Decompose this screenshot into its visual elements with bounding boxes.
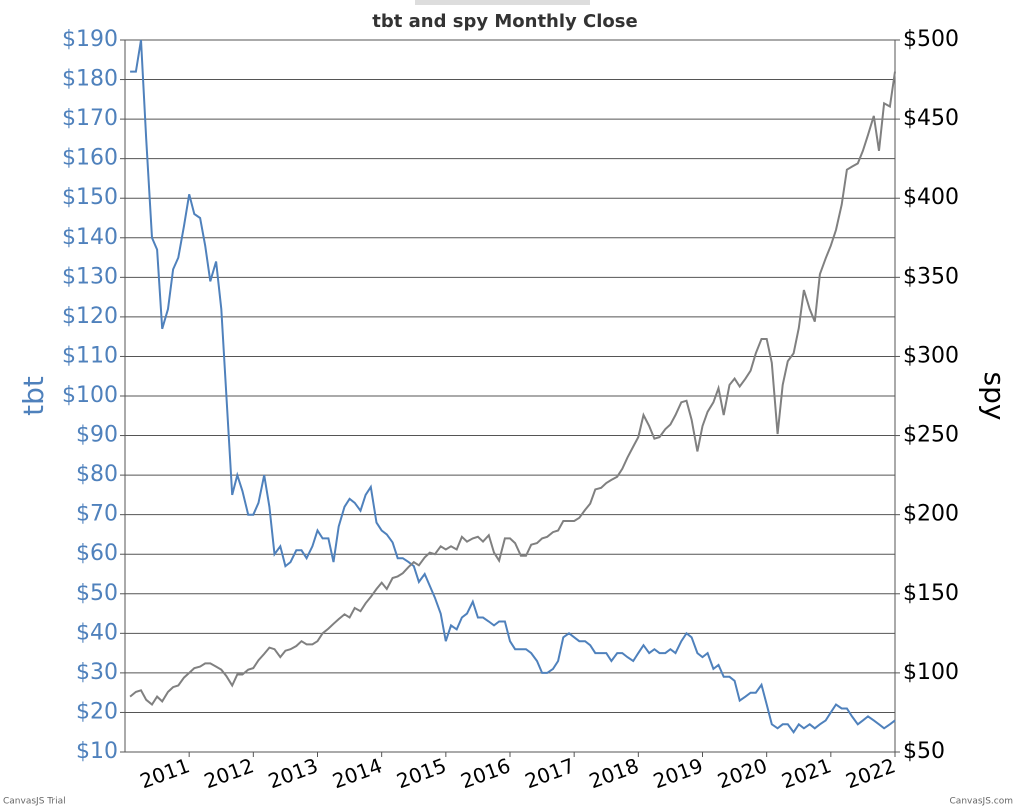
y2-tick-label: $300 — [903, 343, 959, 368]
y2-tick-label: $100 — [903, 660, 959, 685]
y-tick-label: $20 — [76, 699, 118, 724]
chart-title: tbt and spy Monthly Close — [372, 11, 637, 32]
y-tick-label: $160 — [62, 146, 118, 171]
x-tick-label: 2012 — [201, 753, 257, 793]
y-tick-label: $80 — [76, 462, 118, 487]
x-tick-label: 2011 — [137, 753, 193, 793]
title-bar — [415, 0, 590, 5]
y2-tick-label: $150 — [903, 581, 959, 606]
y-tick-label: $30 — [76, 660, 118, 685]
y-tick-label: $180 — [62, 67, 118, 92]
x-tick-label: 2017 — [522, 753, 578, 793]
x-tick-label: 2021 — [778, 753, 834, 793]
y2-tick-label: $250 — [903, 423, 959, 448]
y-tick-label: $70 — [76, 502, 118, 527]
x-tick-label: 2020 — [714, 753, 770, 793]
y2-tick-label: $400 — [903, 185, 959, 210]
y2-tick-label: $450 — [903, 106, 959, 131]
y-tick-label: $170 — [62, 106, 118, 131]
x-tick-label: 2016 — [458, 753, 514, 793]
y2-tick-label: $50 — [903, 739, 945, 764]
y-tick-label: $140 — [62, 225, 118, 250]
y-tick-label: $120 — [62, 304, 118, 329]
y2-axis-title: spy — [978, 372, 1011, 421]
x-tick-label: 2015 — [393, 753, 449, 793]
series-line — [129, 71, 896, 706]
y2-tick-label: $500 — [903, 27, 959, 52]
y-tick-label: $50 — [76, 581, 118, 606]
credit: CanvasJS Trial — [3, 797, 66, 807]
y-tick-label: $10 — [76, 739, 118, 764]
y-tick-label: $100 — [62, 383, 118, 408]
y-tick-label: $110 — [62, 343, 118, 368]
y-tick-label: $190 — [62, 27, 118, 52]
y2-tick-label: $200 — [903, 502, 959, 527]
y-tick-label: $150 — [62, 185, 118, 210]
y-axis-title: tbt — [17, 376, 50, 416]
y-tick-label: $60 — [76, 541, 118, 566]
credit: CanvasJS.com — [950, 797, 1013, 807]
y2-tick-label: $350 — [903, 264, 959, 289]
x-tick-label: 2018 — [586, 753, 642, 793]
y-tick-label: $130 — [62, 264, 118, 289]
x-tick-label: 2014 — [329, 753, 385, 793]
y-tick-label: $90 — [76, 423, 118, 448]
series-line — [130, 39, 896, 734]
x-tick-label: 2019 — [650, 753, 706, 793]
x-tick-label: 2022 — [843, 753, 899, 793]
x-tick-label: 2013 — [265, 753, 321, 793]
y-tick-label: $40 — [76, 620, 118, 645]
